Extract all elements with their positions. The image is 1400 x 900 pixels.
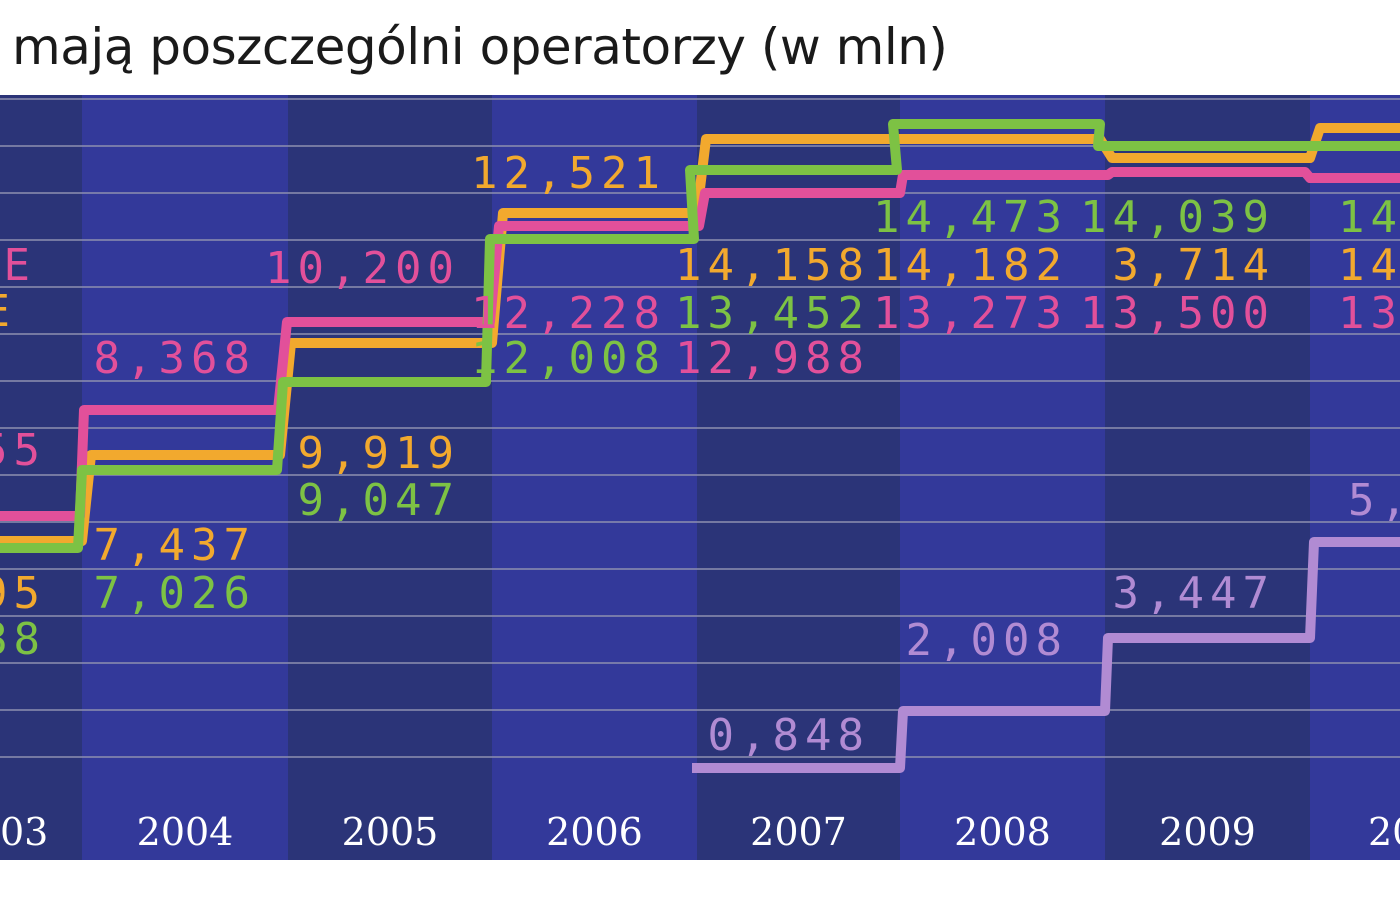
data-label-era: 10,200 <box>265 243 460 294</box>
band-2005 <box>288 95 492 860</box>
band-2010 <box>1310 95 1400 860</box>
data-label-play: 2,008 <box>906 615 1068 666</box>
data-label-orange: 13,452 <box>675 288 870 339</box>
data-label-plus: 12,521 <box>471 148 666 199</box>
band-2007 <box>697 95 900 860</box>
data-label-play: 3,447 <box>1113 568 1275 619</box>
data-label-orange: 14,039 <box>1080 192 1275 243</box>
year-label-2005: 2005 <box>342 810 439 854</box>
year-label-2010: 20 <box>1368 810 1400 854</box>
year-label-2003: 03 <box>0 810 48 854</box>
data-label-play: 0,848 <box>708 710 870 761</box>
data-label-era: 12,988 <box>675 333 870 384</box>
year-label-2007: 2007 <box>750 810 847 854</box>
data-label-plus: 9,919 <box>298 428 460 479</box>
data-label-orange: 9,047 <box>298 475 460 526</box>
data-label-plus: E <box>0 286 16 337</box>
data-label-plus: 14,182 <box>873 240 1068 291</box>
band-2003 <box>0 95 82 860</box>
data-label-era: LE <box>0 240 36 291</box>
year-label-2008: 2008 <box>954 810 1051 854</box>
series-line-play <box>692 537 1400 773</box>
data-label-orange: 88 <box>0 614 46 665</box>
data-label-plus: 95 <box>0 568 46 619</box>
year-label-2009: 2009 <box>1159 810 1256 854</box>
chart-title: mają poszczególni operatorzy (w mln) <box>12 18 948 76</box>
year-label-2006: 2006 <box>546 810 643 854</box>
data-label-plus: 14,158 <box>675 240 870 291</box>
data-label-orange: 7,026 <box>94 568 256 619</box>
data-label-plus: 7,437 <box>94 520 256 571</box>
data-label-orange: 14, <box>1338 192 1400 243</box>
band-2004 <box>82 95 288 860</box>
data-label-play: 5, <box>1348 475 1400 526</box>
band-2009 <box>1105 95 1310 860</box>
series-line-orange <box>0 119 1400 553</box>
data-label-era: 8,368 <box>94 333 256 384</box>
data-label-orange: 14,473 <box>873 192 1068 243</box>
data-label-era: 12,228 <box>471 288 666 339</box>
series-line-plus <box>0 123 1400 546</box>
data-label-era: 13,500 <box>1080 288 1275 339</box>
band-2008 <box>900 95 1105 860</box>
data-label-era: 13, <box>1338 288 1400 339</box>
data-label-plus: 3,714 <box>1113 240 1275 291</box>
data-label-era: 55 <box>0 425 46 476</box>
data-label-plus: 14, <box>1338 240 1400 291</box>
series-line-era <box>0 167 1400 521</box>
gridlines <box>0 98 1400 758</box>
data-label-orange: 12,008 <box>471 333 666 384</box>
year-label-2004: 2004 <box>137 810 234 854</box>
x-axis: 03 2004 2005 2006 2007 2008 2009 20 <box>0 810 1400 854</box>
series-lines <box>0 119 1400 773</box>
data-label-era: 13,273 <box>873 288 1068 339</box>
